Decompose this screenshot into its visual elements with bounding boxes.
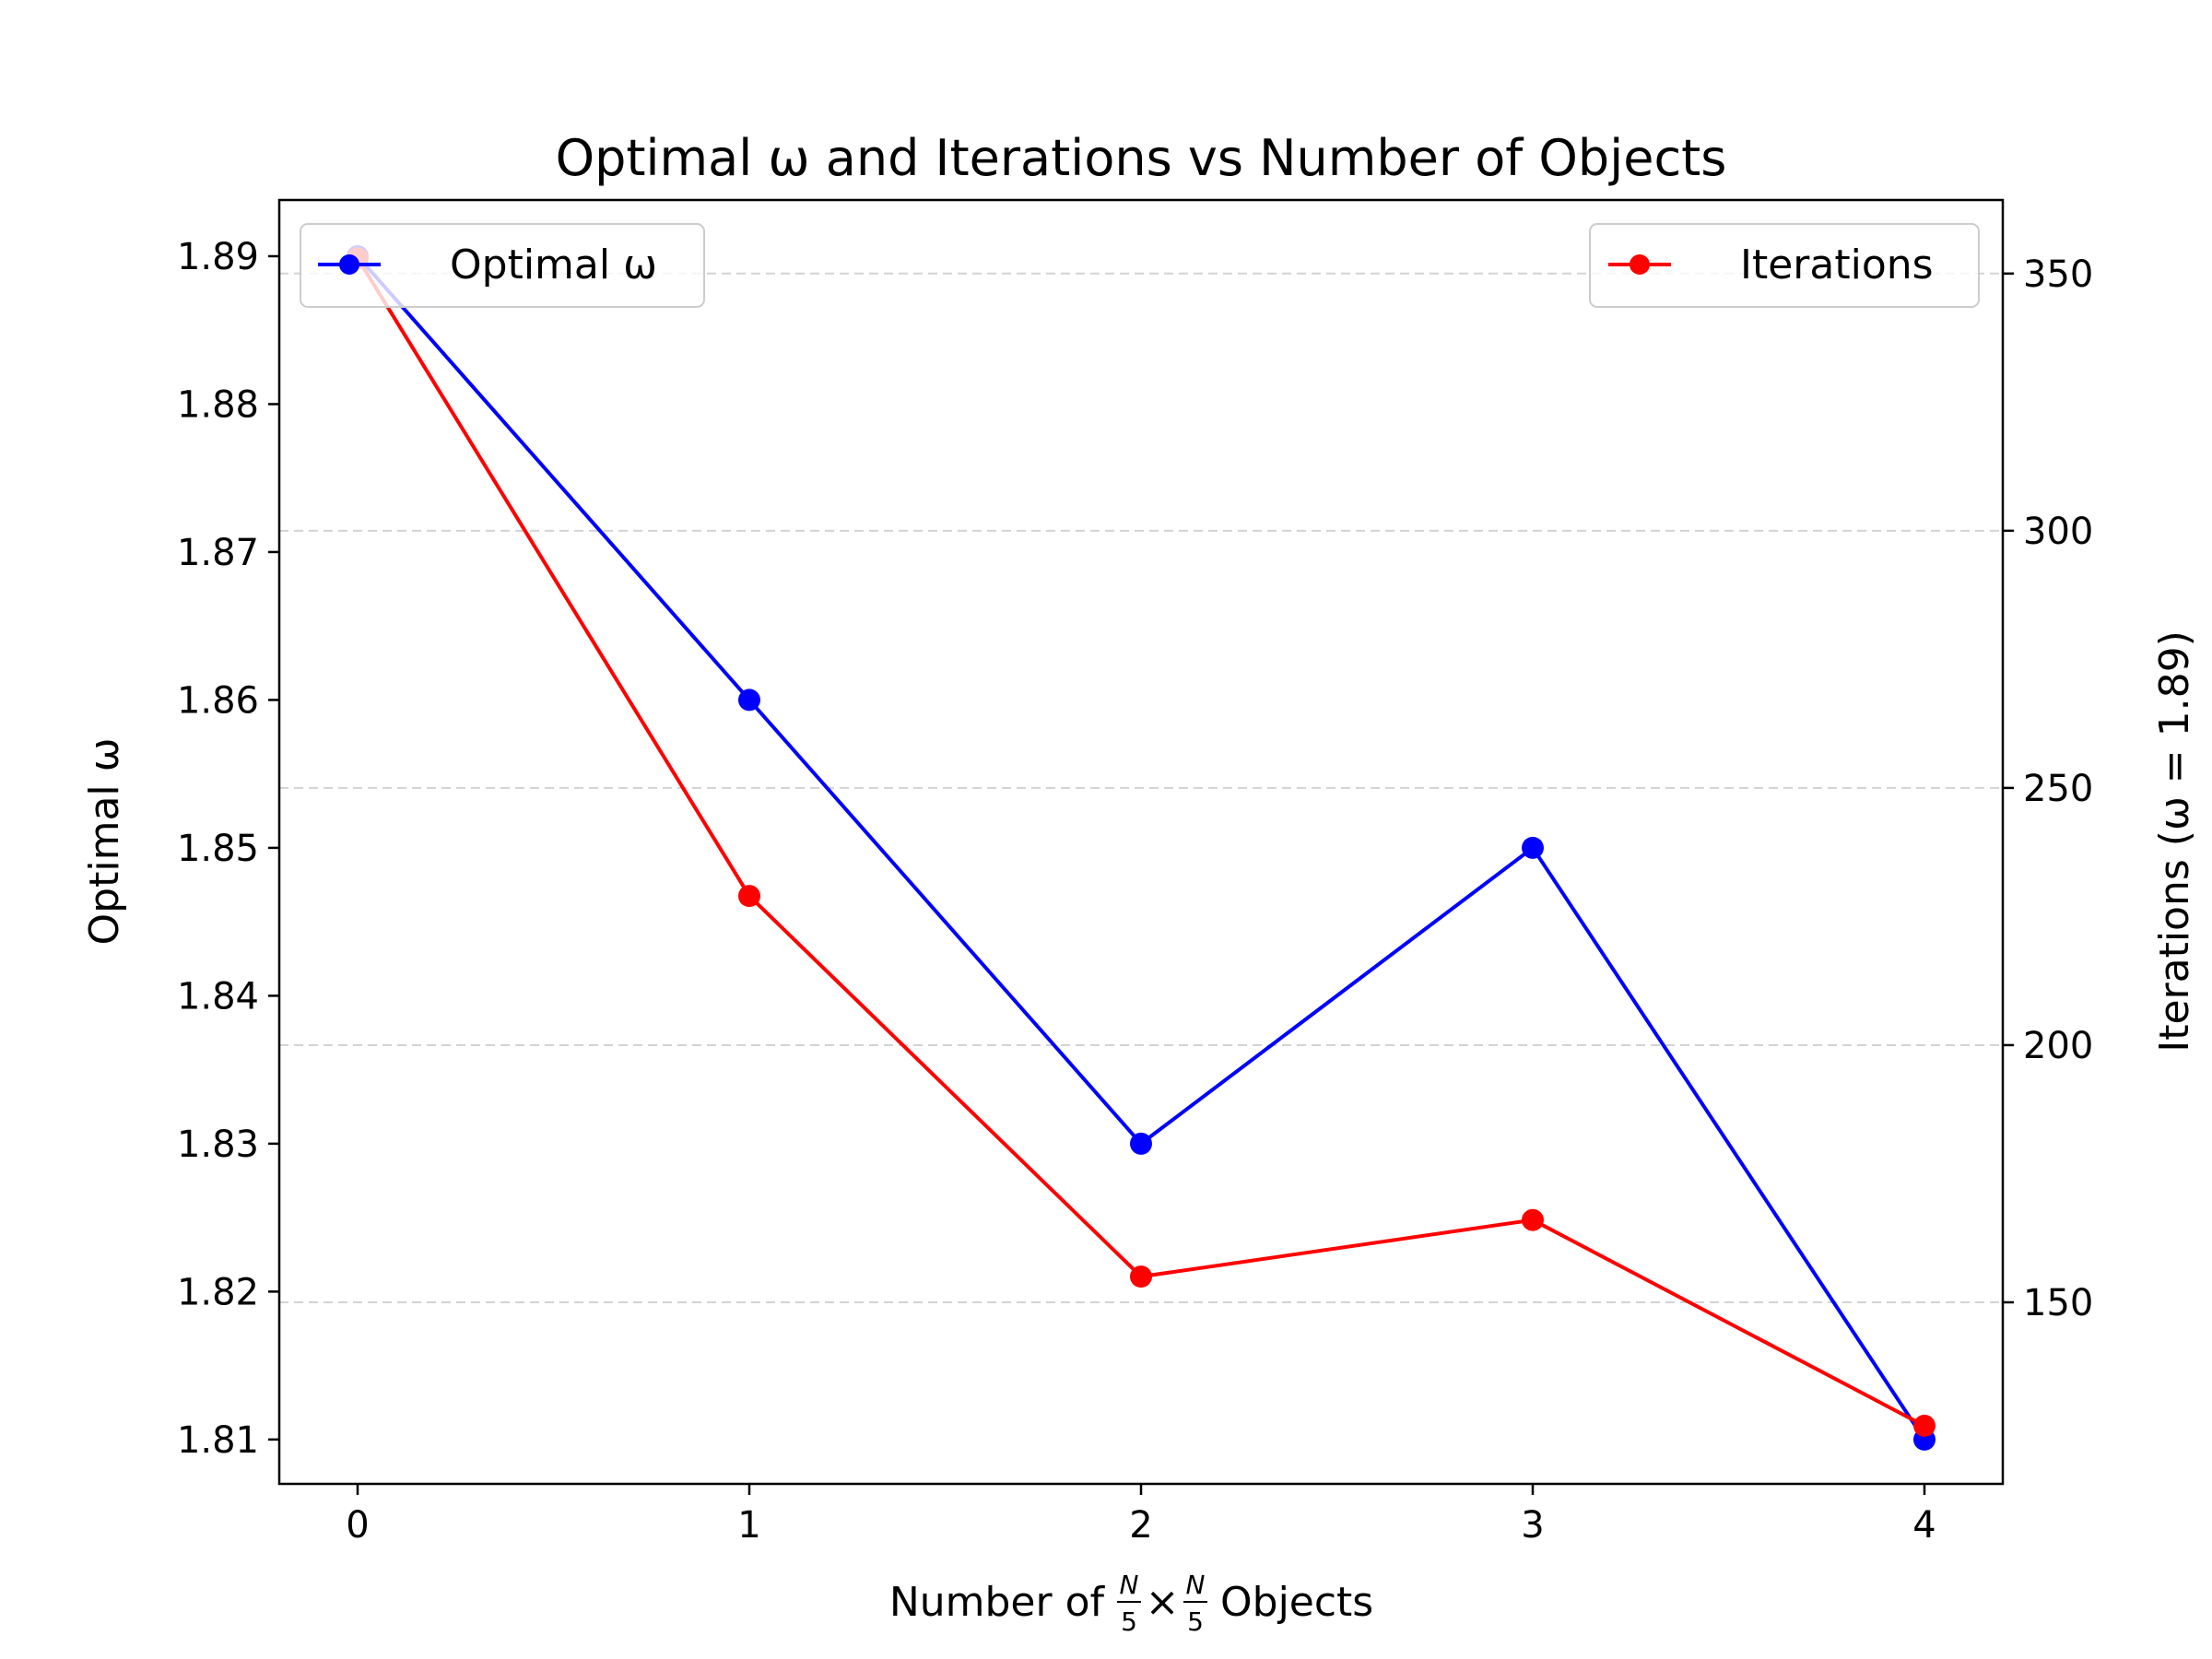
x-tick-label: 3: [1521, 1504, 1544, 1547]
x-axis-label-frac2-den: 5: [1187, 1606, 1204, 1637]
grid-lines: [279, 272, 2003, 1303]
right-tick-label: 350: [2023, 253, 2093, 296]
left-tick-label: 1.89: [177, 236, 259, 278]
left-tick-label: 1.88: [177, 383, 259, 426]
x-tick-label: 4: [1912, 1504, 1936, 1547]
x-axis-label-times: ×: [1146, 1579, 1180, 1626]
right-axis-label: Iterations (ω = 1.89): [2151, 630, 2198, 1053]
data-point: [1913, 1414, 1936, 1437]
x-tick-label: 0: [346, 1504, 369, 1547]
x-axis-label-prefix: Number of: [889, 1579, 1106, 1626]
x-tick-label: 2: [1129, 1504, 1152, 1547]
right-tick-label: 250: [2023, 768, 2093, 810]
legend-left: Optimal ω: [300, 223, 705, 308]
left-axis-ticks: 1.81 1.82 1.83 1.84 1.85 1.86 1.87 1.88 1.89: [177, 236, 279, 1462]
left-tick-label: 1.87: [177, 532, 259, 574]
data-point: [1522, 836, 1544, 859]
legend-right-frame: [1589, 223, 1980, 308]
legend-right-marker: [1630, 254, 1650, 275]
right-tick-label: 300: [2023, 511, 2093, 553]
legend-right: Iterations: [1589, 223, 1980, 308]
x-axis-label: Number of N 5 × N 5 Objects: [889, 1570, 1373, 1637]
series-iterations: [347, 247, 1936, 1437]
left-tick-label: 1.84: [177, 975, 259, 1018]
left-tick-label: 1.85: [177, 828, 259, 870]
x-axis-label-frac2-num: N: [1186, 1570, 1206, 1600]
left-axis-label: Optimal ω: [81, 738, 128, 946]
right-tick-label: 200: [2023, 1025, 2093, 1067]
legend-left-marker: [339, 254, 359, 275]
x-axis-label-suffix: Objects: [1220, 1579, 1373, 1626]
data-point: [1522, 1208, 1544, 1231]
x-axis-label-frac1-num: N: [1120, 1570, 1139, 1600]
left-tick-label: 1.82: [177, 1271, 259, 1313]
x-axis-label-frac1-den: 5: [1121, 1606, 1137, 1637]
left-tick-label: 1.86: [177, 679, 259, 722]
legend-left-label: Optimal ω: [450, 241, 657, 288]
chart-title: Optimal ω and Iterations vs Number of Ob…: [556, 129, 1727, 187]
x-tick-label: 1: [737, 1504, 760, 1547]
plot-series: [347, 244, 1936, 1451]
data-point: [738, 688, 760, 712]
right-axis-ticks: 150 200 250 300 350: [2003, 253, 2093, 1324]
data-point: [1130, 1132, 1152, 1155]
data-point: [1130, 1265, 1152, 1288]
x-axis-ticks: 0 1 2 3 4: [346, 1484, 1936, 1547]
legend-right-label: Iterations: [1740, 241, 1934, 288]
data-point: [738, 885, 760, 908]
left-tick-label: 1.83: [177, 1124, 259, 1166]
right-tick-label: 150: [2023, 1282, 2093, 1324]
legend-left-frame: [300, 223, 705, 308]
left-tick-label: 1.81: [177, 1419, 259, 1462]
